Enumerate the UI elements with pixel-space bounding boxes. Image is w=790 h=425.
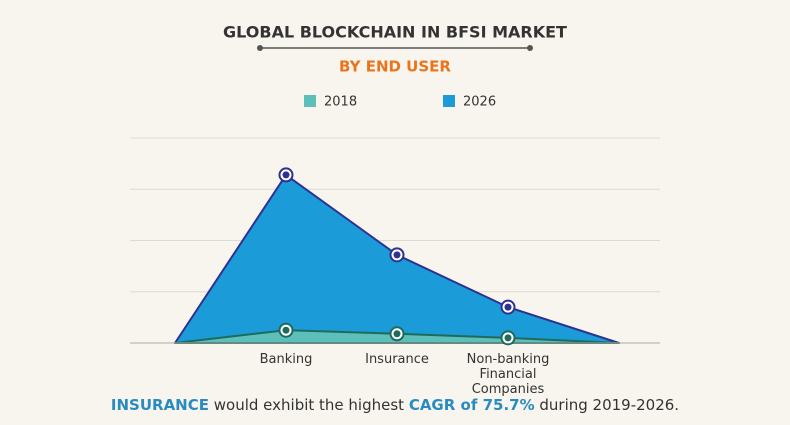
footnote-highlight: CAGR of 75.7%	[408, 396, 535, 414]
legend-label: 2026	[463, 95, 496, 110]
rule-dot	[527, 45, 533, 51]
marker-dot	[393, 330, 401, 338]
marker-dot	[282, 326, 290, 334]
legend-label: 2018	[324, 95, 357, 110]
marker-dot	[282, 171, 290, 179]
footnote-text: would exhibit the highest	[209, 396, 409, 414]
x-tick-label: Insurance	[365, 352, 429, 367]
marker-dot	[393, 251, 401, 259]
legend-swatch	[304, 95, 316, 107]
marker-dot	[504, 303, 512, 311]
x-tick-label: Non-banking Financial Companies	[466, 352, 550, 397]
footnote-text: during 2019-2026.	[534, 396, 680, 414]
footnote-highlight: INSURANCE	[110, 396, 209, 414]
chart-subtitle: BY END USER	[339, 58, 451, 76]
footnote: INSURANCE would exhibit the highest CAGR…	[0, 396, 790, 414]
x-tick-label: Banking	[259, 352, 313, 367]
legend-swatch	[443, 95, 455, 107]
chart-title: GLOBAL BLOCKCHAIN IN BFSI MARKET	[223, 23, 567, 42]
marker-dot	[504, 334, 512, 342]
rule-dot	[257, 45, 263, 51]
